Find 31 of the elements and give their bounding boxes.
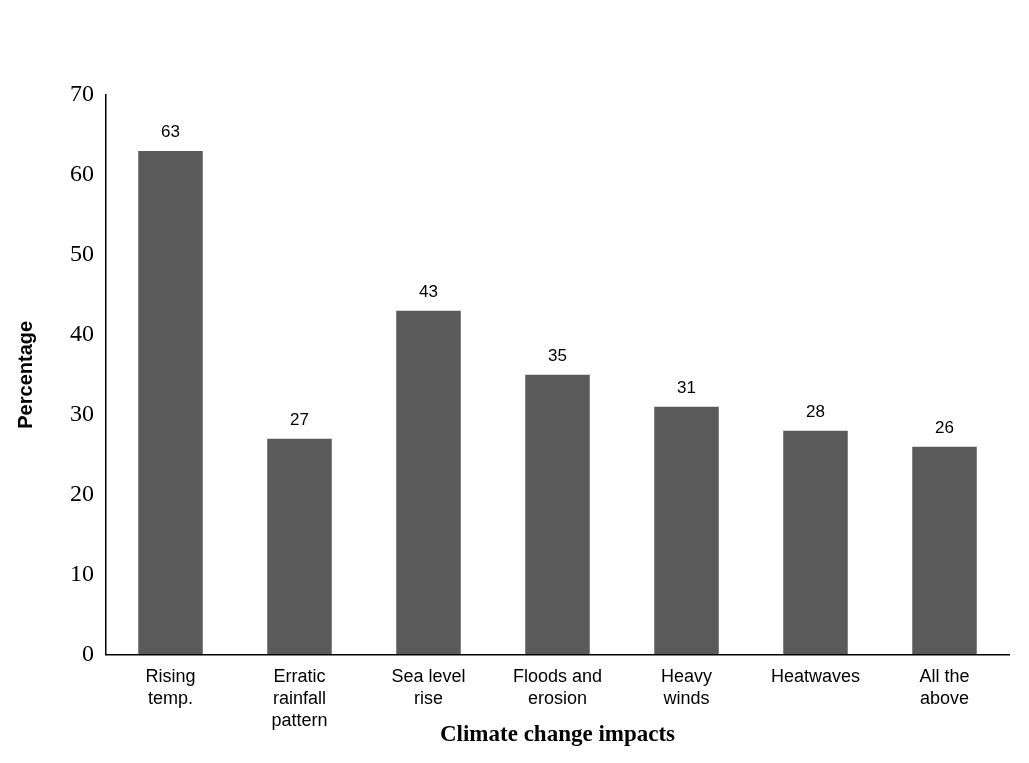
data-label: 35 bbox=[548, 345, 567, 365]
y-tick-label: 50 bbox=[70, 240, 94, 267]
x-tick-label: Rising temp. bbox=[145, 666, 196, 708]
data-label: 63 bbox=[161, 122, 180, 142]
data-label: 27 bbox=[290, 409, 309, 429]
x-tick-label: All the above bbox=[919, 666, 970, 708]
y-tick-label: 70 bbox=[70, 80, 94, 107]
bar bbox=[267, 438, 332, 655]
data-label: 28 bbox=[806, 401, 825, 421]
bar bbox=[654, 406, 719, 655]
y-tick-label: 10 bbox=[70, 559, 94, 586]
data-label: 43 bbox=[419, 282, 438, 302]
bar bbox=[912, 446, 977, 655]
data-label: 26 bbox=[935, 417, 954, 437]
bar bbox=[525, 374, 590, 655]
data-label: 31 bbox=[677, 377, 696, 397]
bar bbox=[396, 310, 461, 655]
y-tick-label: 30 bbox=[70, 400, 94, 427]
y-tick-label: 60 bbox=[70, 160, 94, 187]
y-tick-label: 20 bbox=[70, 480, 94, 507]
y-tick-label: 0 bbox=[82, 639, 94, 666]
y-axis-title: Percentage bbox=[13, 320, 36, 429]
x-axis-title: Climate change impacts bbox=[439, 721, 676, 747]
x-tick-label: Heavy winds bbox=[660, 666, 713, 708]
bar bbox=[138, 150, 203, 655]
x-tick-label: Heatwaves bbox=[770, 666, 861, 687]
y-tick-label: 40 bbox=[70, 320, 94, 347]
x-tick-label: Erratic rainfall pattern bbox=[271, 666, 328, 730]
x-tick-label: Floods and erosion bbox=[512, 666, 603, 708]
bar bbox=[783, 430, 848, 655]
x-tick-label: Sea level rise bbox=[391, 666, 466, 708]
